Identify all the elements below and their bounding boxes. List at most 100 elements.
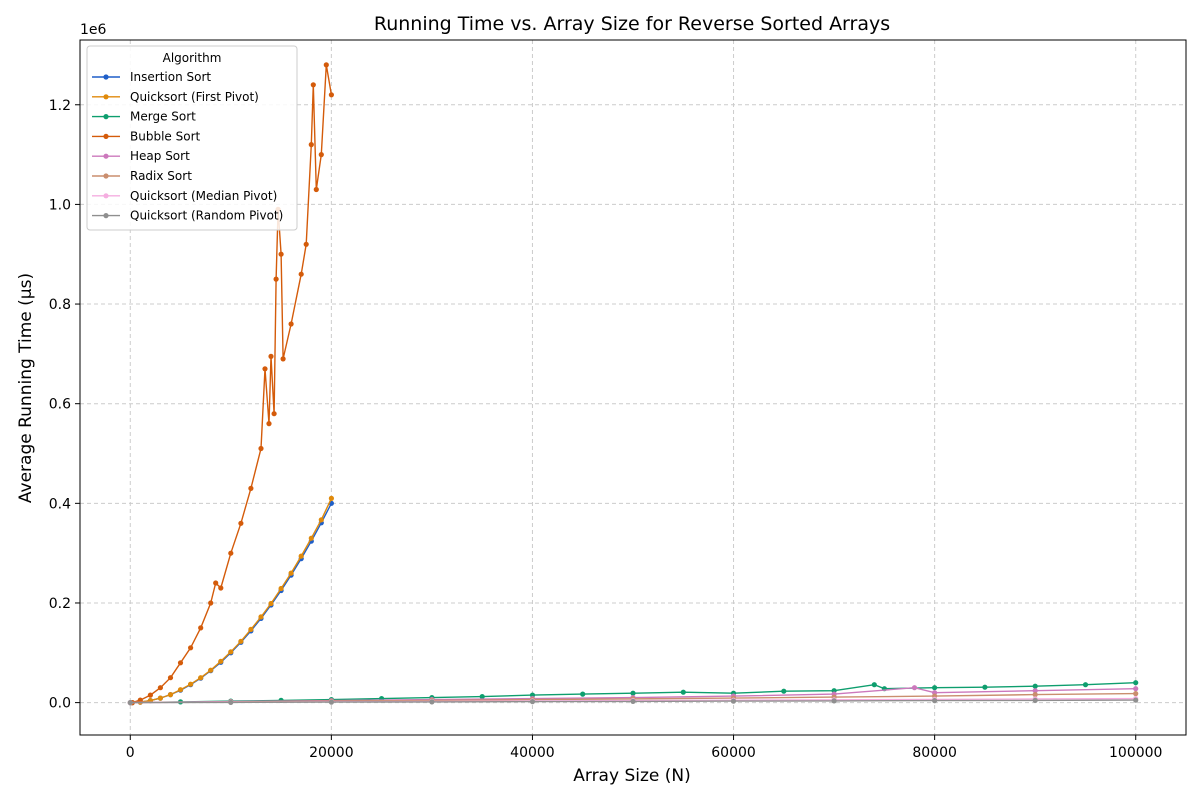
data-point <box>280 356 286 362</box>
legend-swatch-marker <box>103 193 109 199</box>
data-point <box>238 638 244 644</box>
data-point <box>781 688 787 694</box>
legend-swatch-marker <box>103 74 109 80</box>
data-point <box>298 553 304 559</box>
y-tick-label: 0.2 <box>49 596 71 612</box>
y-tick-label: 1.2 <box>49 98 71 114</box>
data-point <box>1133 680 1139 686</box>
x-tick-label: 20000 <box>309 745 354 761</box>
legend-swatch-marker <box>103 114 109 120</box>
data-point <box>127 700 133 706</box>
data-point <box>328 495 334 501</box>
data-point <box>258 445 264 452</box>
data-point <box>157 685 163 691</box>
data-point <box>1133 686 1139 692</box>
legend-title: Algorithm <box>163 51 222 65</box>
data-point <box>318 152 324 158</box>
data-point <box>218 585 224 591</box>
data-point <box>288 321 294 327</box>
legend: Algorithm Insertion Sort Quicksort (First… <box>86 45 298 231</box>
data-point <box>238 520 244 526</box>
legend-swatch-marker <box>103 153 109 159</box>
data-point <box>248 626 254 633</box>
data-point <box>303 241 309 247</box>
data-point <box>1032 692 1038 698</box>
data-point <box>429 699 435 705</box>
series-line <box>132 64 333 704</box>
data-point <box>208 600 214 606</box>
x-tick-label: 80000 <box>912 745 957 761</box>
series-layer <box>127 62 1139 706</box>
data-point <box>268 600 274 607</box>
data-point <box>529 699 536 705</box>
data-point <box>213 580 219 586</box>
y-tick-label: 0.0 <box>49 696 71 712</box>
y-tick-label: 0.8 <box>49 297 71 313</box>
x-tick-label: 0 <box>126 745 135 761</box>
data-point <box>328 699 334 705</box>
data-point <box>228 649 234 655</box>
data-point <box>308 535 314 541</box>
data-point <box>137 697 143 703</box>
x-tick-label: 40000 <box>510 745 555 761</box>
y-axis-label: Average Running Time (μs) <box>16 273 36 503</box>
legend-box <box>86 45 298 231</box>
data-point <box>218 658 224 664</box>
legend-swatch-marker <box>103 213 109 219</box>
data-point <box>1133 697 1139 703</box>
x-tick-label: 100000 <box>1109 745 1162 761</box>
data-point <box>1082 682 1089 688</box>
data-point <box>630 698 636 705</box>
data-point <box>298 271 304 277</box>
data-point <box>328 92 334 98</box>
legend-label: Radix Sort <box>130 169 192 183</box>
plot-frame <box>79 39 1187 736</box>
x-tick-label: 60000 <box>711 745 756 761</box>
data-point <box>228 550 234 556</box>
data-point <box>167 692 174 698</box>
y-tick-label: 1.0 <box>49 197 71 213</box>
legend-label: Quicksort (Random Pivot) <box>130 209 283 223</box>
data-point <box>871 682 877 688</box>
data-point <box>308 142 314 148</box>
y-offset-text: 1e6 <box>80 22 107 38</box>
data-point <box>680 689 686 695</box>
data-point <box>1032 697 1038 704</box>
data-point <box>188 681 194 687</box>
series-line <box>132 502 333 704</box>
series-7 <box>127 697 1139 706</box>
data-point <box>248 485 254 491</box>
series-1 <box>129 495 334 706</box>
data-point <box>167 675 174 681</box>
data-point <box>278 585 284 592</box>
legend-label: Insertion Sort <box>130 70 211 84</box>
data-point <box>288 570 294 576</box>
data-point <box>198 675 204 681</box>
ticks: 0 20000 40000 60000 80000 100000 0.0 0.2 0.4 0.6 0… <box>49 98 1163 761</box>
data-point <box>730 698 737 704</box>
data-point <box>932 685 938 691</box>
y-tick-label: 0.6 <box>49 397 71 413</box>
data-point <box>177 687 184 693</box>
data-point <box>1032 688 1038 694</box>
data-point <box>198 625 204 631</box>
legend-swatch-marker <box>103 94 109 100</box>
data-point <box>313 186 319 193</box>
legend-swatch-marker <box>103 173 109 179</box>
data-point <box>911 685 918 691</box>
data-point <box>932 698 938 704</box>
data-point <box>177 660 184 666</box>
data-point <box>271 411 277 417</box>
data-point <box>982 684 988 690</box>
data-point <box>831 698 837 704</box>
data-point <box>262 366 268 372</box>
data-point <box>157 695 163 701</box>
data-point <box>268 353 274 359</box>
series-3 <box>129 62 334 706</box>
data-point <box>258 614 264 620</box>
series-line <box>130 682 1136 704</box>
data-point <box>323 62 329 68</box>
legend-label: Quicksort (Median Pivot) <box>130 189 277 203</box>
chart-title: Running Time vs. Array Size for Reverse … <box>374 13 890 35</box>
